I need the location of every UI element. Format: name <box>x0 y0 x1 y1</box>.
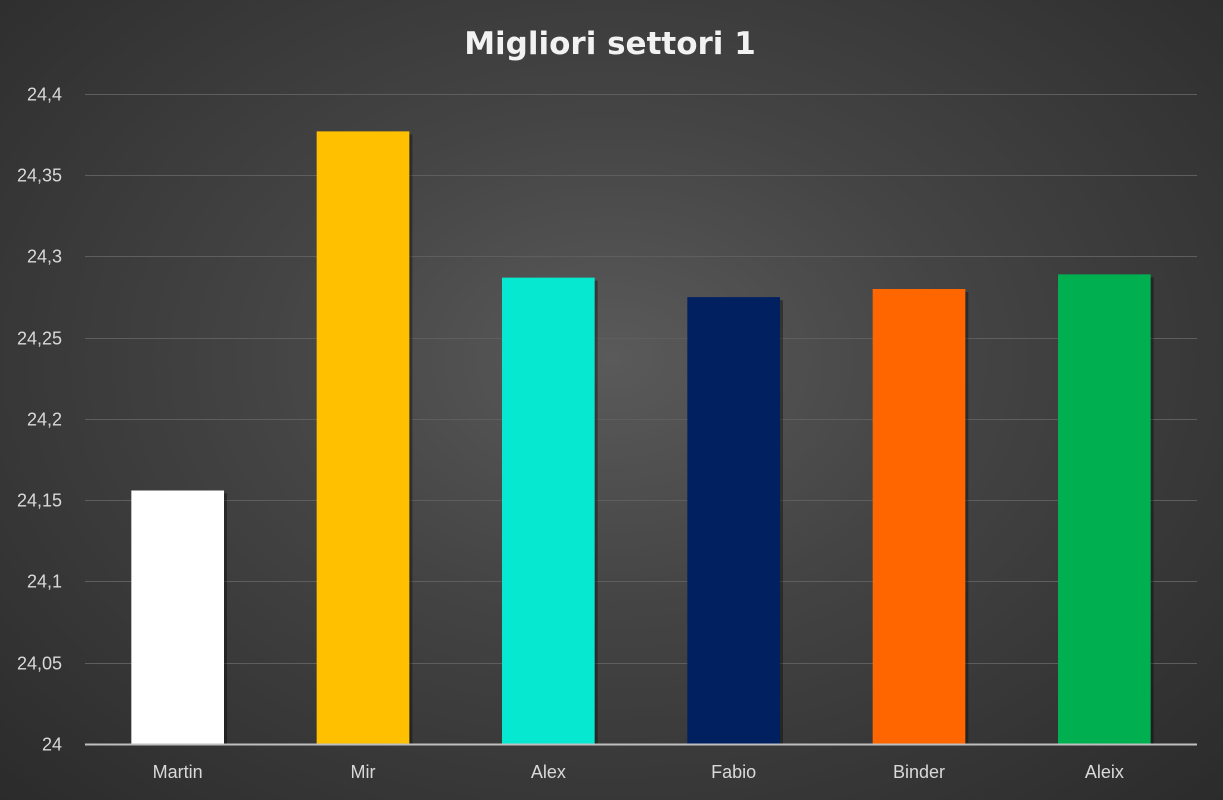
y-tick-label: 24,2 <box>27 410 62 430</box>
y-tick-label: 24,15 <box>17 491 62 511</box>
x-tick-label: Alex <box>531 762 566 782</box>
bar-fabio <box>687 297 780 744</box>
x-tick-label: Martin <box>153 762 203 782</box>
chart-title: Migliori settori 1 <box>464 26 756 62</box>
y-tick-label: 24,35 <box>17 166 62 186</box>
bar-aleix <box>1058 274 1151 744</box>
x-axis-ticks: Martin Mir Alex Fabio Binder Aleix <box>153 762 1124 782</box>
y-tick-label: 24 <box>42 735 62 755</box>
y-tick-label: 24,25 <box>17 329 62 349</box>
x-tick-label: Aleix <box>1085 762 1124 782</box>
y-tick-label: 24,4 <box>27 85 62 105</box>
x-tick-label: Mir <box>351 762 376 782</box>
x-tick-label: Binder <box>893 762 945 782</box>
bar-martin <box>131 490 224 744</box>
gridlines <box>85 94 1197 664</box>
bar-binder <box>872 289 966 744</box>
bar-mir <box>316 131 410 744</box>
x-tick-label: Fabio <box>711 762 756 782</box>
y-tick-label: 24,3 <box>27 247 62 267</box>
bars <box>131 131 1154 744</box>
y-tick-label: 24,1 <box>27 572 62 592</box>
y-tick-label: 24,05 <box>17 654 62 674</box>
y-axis-ticks: 24 24,05 24,1 24,15 24,2 24,25 24,3 24,35 24,4 <box>17 85 62 755</box>
bar-alex <box>502 277 595 744</box>
